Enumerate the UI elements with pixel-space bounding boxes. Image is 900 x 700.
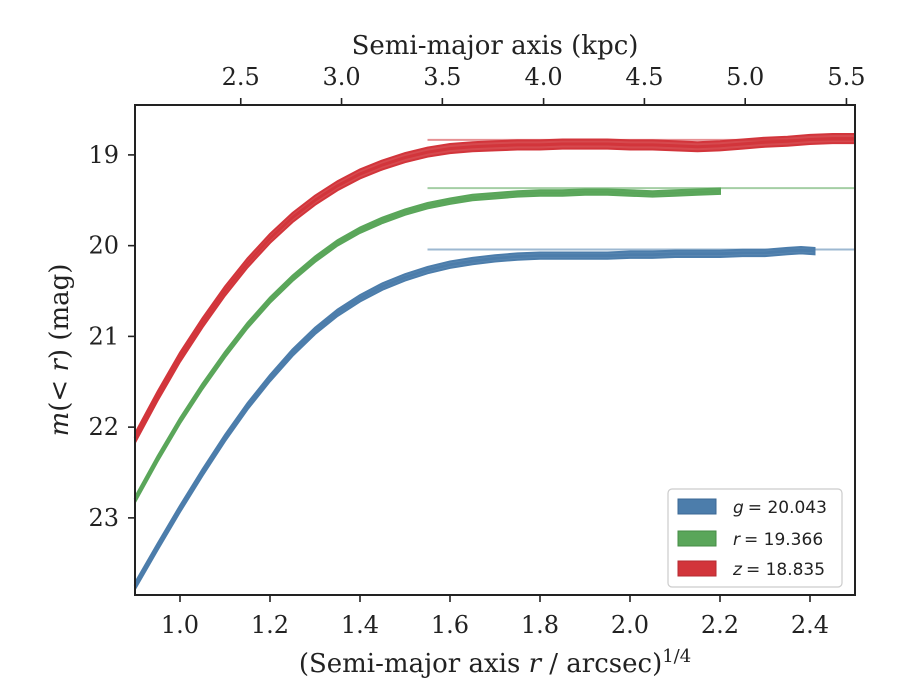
x-tick-label: 1.6	[431, 611, 469, 639]
x-tick-label: 2.0	[611, 611, 649, 639]
plot-frame	[134, 104, 856, 596]
ylabel-post: ) (mag)	[45, 264, 75, 360]
top-x-tick-label: 2.5	[222, 63, 260, 91]
line-g	[133, 248, 815, 587]
x-tick-label: 1.4	[341, 611, 379, 639]
legend-item-z: z = 18.835	[677, 560, 825, 580]
series-g	[133, 245, 855, 593]
top-x-tick-label: 5.5	[827, 63, 865, 91]
line-z	[133, 137, 855, 439]
top-x-axis-title: Semi-major axis (kpc)	[352, 31, 639, 61]
legend-swatch-z	[677, 560, 717, 577]
band-r	[134, 187, 721, 503]
y-tick-label: 19	[88, 141, 119, 169]
ylabel-var1: m	[45, 412, 75, 437]
top-x-tick-label: 5.0	[726, 63, 764, 91]
top-x-tick-label: 4.5	[625, 63, 663, 91]
top-x-tick-label: 3.5	[423, 63, 461, 91]
legend-label-g: g = 20.043	[733, 498, 827, 518]
x-tick-label: 1.0	[161, 611, 199, 639]
legend-label-z: z = 18.835	[732, 560, 825, 580]
y-axis: 19 20 21 22 23	[88, 141, 135, 532]
y-tick-label: 21	[88, 322, 119, 350]
top-x-tick-label: 4.0	[525, 63, 563, 91]
x-tick-label: 2.4	[791, 611, 829, 639]
top-x-tick-label: 3.0	[322, 63, 360, 91]
legend-item-r: r = 19.366	[677, 530, 823, 550]
series-layer	[133, 133, 856, 593]
x-tick-label: 1.2	[251, 611, 289, 639]
legend-swatch-g	[677, 498, 717, 515]
top-x-axis: 2.5 3.0 3.5 4.0 4.5 5.0 5.5	[222, 63, 866, 105]
xlabel-sup: 1/4	[662, 646, 691, 667]
xlabel-post: / arcsec)	[541, 649, 662, 679]
y-axis-title: m(< r) (mag)	[45, 264, 75, 437]
band-g	[134, 245, 816, 593]
ylabel-mid: (<	[45, 372, 75, 412]
bottom-x-axis-title: (Semi-major axis r / arcsec)1/4	[299, 646, 691, 679]
legend-swatch-r	[677, 530, 717, 547]
legend: g = 20.043 r = 19.366 z = 18.835	[667, 488, 843, 588]
bottom-x-axis: 1.0 1.2 1.4 1.6 1.8 2.0 2.2 2.4	[161, 595, 829, 639]
y-tick-label: 23	[88, 504, 119, 532]
y-tick-label: 22	[88, 413, 119, 441]
legend-item-g: g = 20.043	[677, 498, 827, 518]
x-tick-label: 2.2	[701, 611, 739, 639]
x-tick-label: 1.8	[521, 611, 559, 639]
line-r	[133, 189, 721, 501]
y-tick-label: 20	[88, 232, 119, 260]
legend-label-r: r = 19.366	[733, 530, 823, 550]
xlabel-pre: (Semi-major axis	[299, 649, 529, 679]
ylabel-var2: r	[45, 358, 75, 372]
xlabel-var: r	[529, 649, 543, 679]
series-r	[133, 187, 855, 503]
